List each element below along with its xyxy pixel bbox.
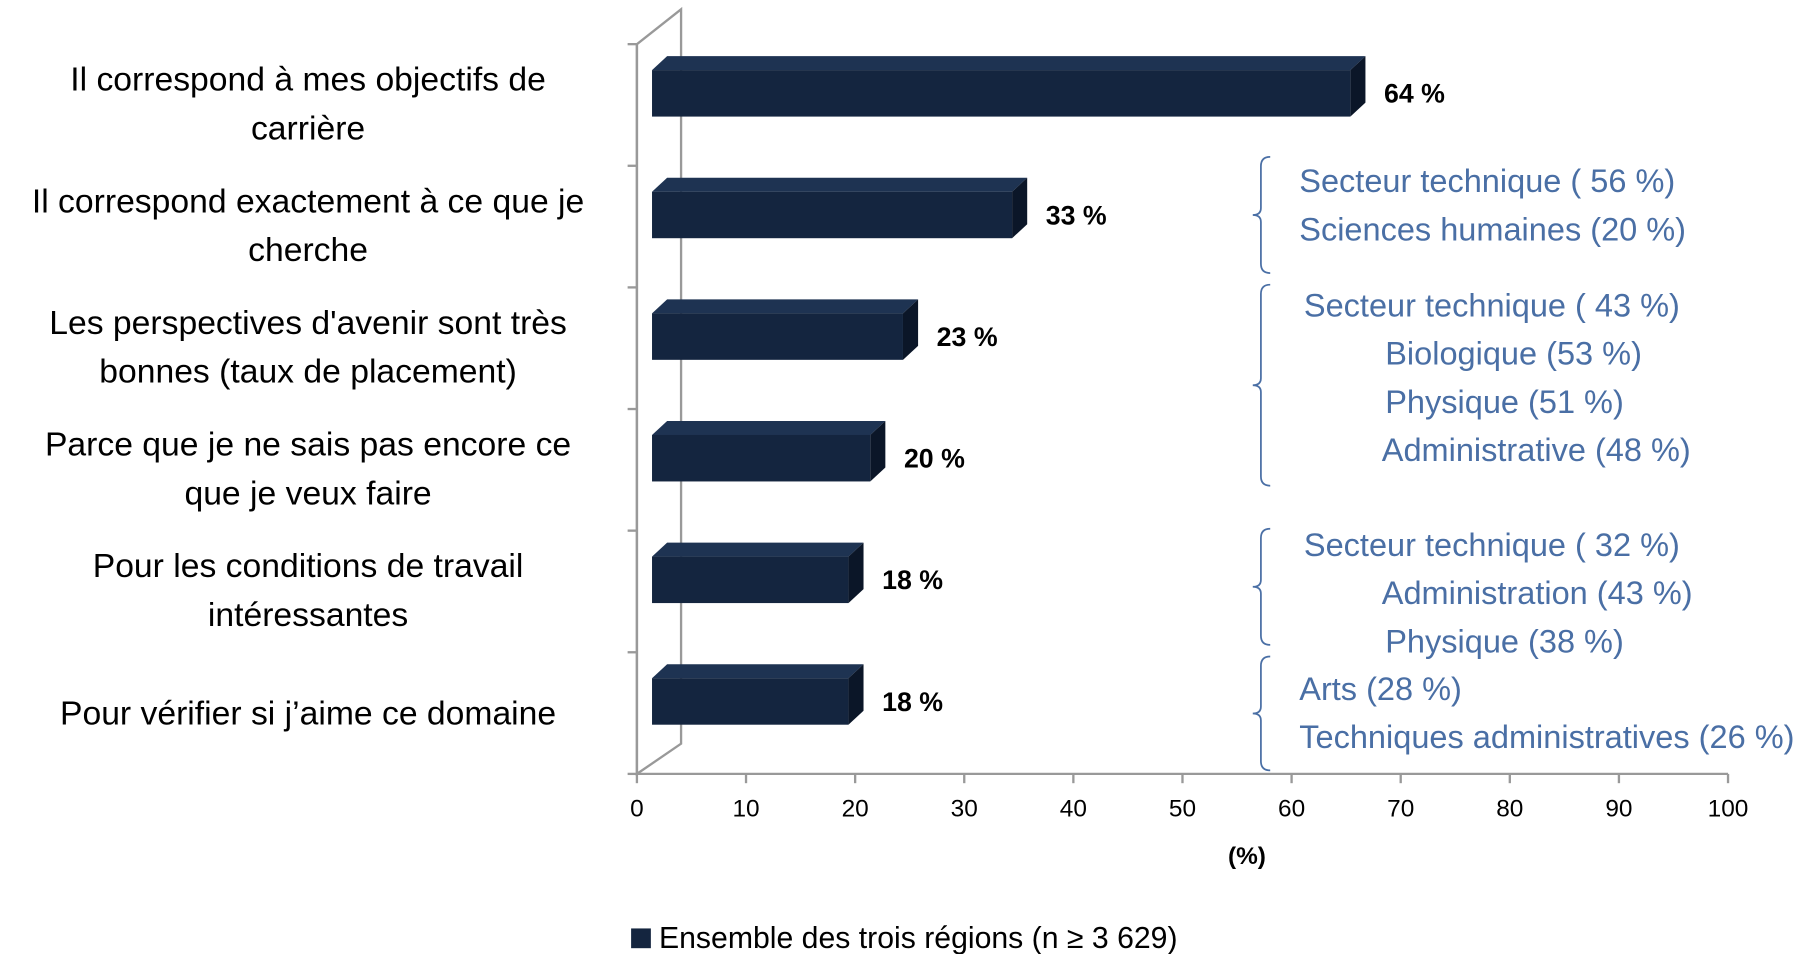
legend-label: Ensemble des trois régions (n ≥ 3 629) — [659, 922, 1178, 954]
bar — [652, 177, 1028, 239]
category-label: Pour vérifier si j’aime ce domaine — [60, 695, 556, 732]
x-tick-label: 20 — [842, 795, 869, 822]
bar-side — [1012, 177, 1028, 239]
category-label: Parce que je ne sais pas encore ce — [45, 427, 571, 464]
bar-front — [652, 191, 1013, 239]
bracket — [1252, 283, 1271, 487]
x-tick-label: 50 — [1169, 795, 1196, 822]
bar-side — [848, 664, 864, 725]
annotation: Secteur technique ( 56 %) — [1299, 163, 1675, 199]
value-label: 23 % — [937, 322, 998, 352]
x-tick-label: 30 — [951, 795, 978, 822]
bar-side — [1350, 56, 1366, 117]
annotation: Administrative (48 %) — [1382, 432, 1691, 468]
bar-top — [652, 177, 1028, 192]
bracket — [1252, 155, 1271, 274]
value-label: 33 % — [1046, 200, 1107, 230]
value-label: 18 % — [882, 565, 943, 595]
category-label: que je veux faire — [184, 475, 431, 512]
bar-top — [652, 542, 864, 557]
bar-front — [652, 70, 1351, 117]
annotation: Arts (28 %) — [1299, 671, 1462, 707]
bar-side — [902, 299, 919, 360]
bar-top — [652, 56, 1366, 71]
bar-top — [652, 664, 864, 679]
x-tick-label: 10 — [732, 795, 759, 822]
annotation: Secteur technique ( 32 %) — [1304, 527, 1680, 563]
bar — [652, 421, 886, 482]
category-label: Il correspond exactement à ce que je — [32, 183, 584, 220]
category-label: Pour les conditions de travail — [93, 548, 524, 585]
annotation: Physique (38 %) — [1385, 623, 1624, 659]
bracket — [1252, 655, 1271, 772]
bar — [652, 299, 919, 360]
x-tick-label: 0 — [630, 795, 644, 822]
x-tick-label: 60 — [1278, 795, 1305, 822]
category-label: Il correspond à mes objectifs de — [70, 62, 546, 99]
annotation: Physique (51 %) — [1385, 384, 1624, 420]
value-label: 20 % — [904, 444, 965, 474]
x-tick-label: 70 — [1387, 795, 1414, 822]
x-tick-label: 100 — [1708, 795, 1749, 822]
category-label: cherche — [248, 232, 368, 269]
bar-side — [848, 542, 864, 604]
bar-top — [652, 299, 919, 314]
category-label: intéressantes — [208, 597, 408, 634]
annotation: Biologique (53 %) — [1385, 336, 1642, 372]
bar-front — [652, 556, 849, 604]
x-tick-label: 90 — [1605, 795, 1632, 822]
x-tick-label: 80 — [1496, 795, 1523, 822]
bar-top — [652, 421, 886, 435]
bar — [652, 542, 864, 604]
annotation: Sciences humaines (20 %) — [1299, 211, 1686, 247]
bar — [652, 664, 864, 725]
x-axis-label: (%) — [1228, 843, 1266, 870]
value-label: 64 % — [1384, 79, 1445, 109]
bar-front — [652, 434, 871, 482]
axis-wall — [635, 6, 683, 777]
x-tick-label: 40 — [1060, 795, 1087, 822]
value-label: 18 % — [882, 687, 943, 717]
bar-front — [652, 313, 903, 360]
bar-side — [870, 421, 886, 482]
category-label: Les perspectives d'avenir sont très — [49, 305, 567, 342]
annotation: Administration (43 %) — [1382, 575, 1693, 611]
annotation: Techniques administratives (26 %) — [1299, 719, 1794, 755]
category-label: carrière — [251, 110, 365, 147]
bar — [652, 56, 1366, 117]
annotation: Secteur technique ( 43 %) — [1304, 288, 1680, 324]
category-label: bonnes (taux de placement) — [99, 354, 517, 391]
bracket — [1252, 527, 1271, 646]
legend-swatch — [631, 928, 651, 949]
bar-front — [652, 678, 849, 725]
